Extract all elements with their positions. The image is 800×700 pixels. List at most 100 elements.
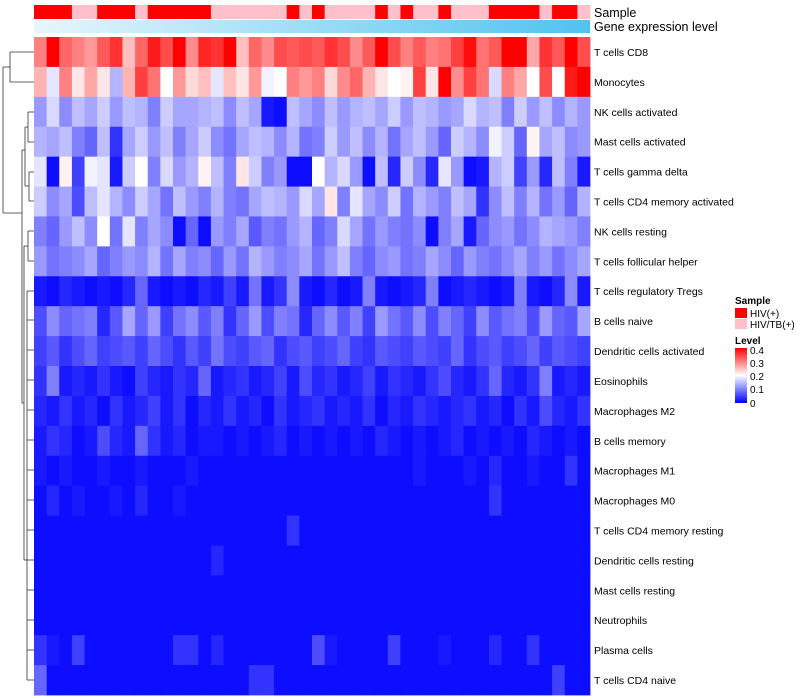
heatmap-cell	[286, 515, 300, 546]
heatmap-cell	[438, 96, 452, 128]
heatmap-cell	[526, 515, 540, 546]
heatmap-cell	[84, 306, 98, 337]
heatmap-cell	[438, 216, 452, 247]
row-label: T cells regulatory Tregs	[594, 286, 703, 298]
heatmap-cell	[526, 246, 540, 277]
heatmap-cell	[552, 66, 566, 98]
heatmap-cell	[463, 575, 477, 606]
heatmap-cell	[552, 425, 566, 457]
heatmap-cell	[488, 216, 502, 247]
heatmap-cell	[84, 635, 98, 666]
heatmap-cell	[387, 216, 401, 247]
heatmap-cell	[84, 336, 98, 367]
sample-annotation-cell	[160, 5, 174, 19]
heatmap-cell	[552, 605, 566, 636]
heatmap-cell	[185, 306, 199, 337]
heatmap-cell	[261, 665, 275, 696]
heatmap-cell	[514, 515, 528, 546]
heatmap-cell	[210, 545, 224, 576]
heatmap-cell	[109, 336, 123, 367]
heatmap-cell	[337, 455, 351, 487]
row-label: Macrophages M1	[594, 466, 675, 478]
heatmap-cell	[173, 336, 187, 367]
sample-annotation-cell	[400, 5, 414, 19]
row-dendrogram	[2, 51, 34, 681]
heatmap-cell	[362, 395, 376, 427]
heatmap-cell	[514, 96, 528, 128]
sample-annotation-cell	[236, 5, 250, 19]
heatmap-cell	[324, 216, 338, 247]
heatmap-cell	[501, 276, 515, 307]
heatmap-cell	[34, 455, 48, 487]
heatmap-cell	[198, 635, 212, 666]
heatmap-cell	[501, 485, 515, 516]
heatmap-cell	[400, 575, 414, 606]
legend-level-tick: 0.3	[750, 359, 764, 370]
heatmap-cell	[577, 455, 591, 487]
heatmap-cell	[198, 425, 212, 457]
heatmap-cell	[135, 96, 149, 128]
heatmap-cell	[349, 336, 363, 367]
heatmap-cell	[539, 665, 553, 696]
heatmap-cell	[438, 425, 452, 457]
heatmap-cell	[400, 37, 414, 68]
heatmap-cell	[514, 605, 528, 636]
heatmap-cell	[337, 66, 351, 98]
heatmap-cell	[564, 395, 578, 427]
heatmap-cell	[552, 96, 566, 128]
heatmap-cell	[400, 425, 414, 457]
heatmap-cell	[261, 66, 275, 98]
heatmap-cell	[337, 216, 351, 247]
heatmap-cell	[198, 336, 212, 367]
heatmap-cell	[198, 605, 212, 636]
heatmap-cell	[488, 635, 502, 666]
heatmap-cell	[514, 366, 528, 397]
sample-annotation-cell	[312, 5, 326, 19]
heatmap-cell	[236, 216, 250, 247]
row-labels: T cells CD8 Monocytes NK cells activated Ma…	[594, 47, 734, 687]
heatmap-cell	[97, 216, 111, 247]
heatmap-cell	[223, 156, 237, 187]
heatmap-cell	[337, 306, 351, 337]
heatmap-cell	[248, 37, 262, 68]
heatmap-cell	[147, 455, 161, 487]
heatmap-cell	[349, 186, 363, 217]
heatmap-cell	[337, 276, 351, 307]
heatmap-cell	[312, 306, 326, 337]
heatmap-cell	[97, 455, 111, 487]
heatmap-cell	[564, 96, 578, 128]
heatmap-cell	[223, 306, 237, 337]
heatmap-cell	[109, 66, 123, 98]
heatmap-cell	[564, 126, 578, 158]
heatmap-cell	[375, 455, 389, 487]
heatmap-cell	[248, 665, 262, 696]
heatmap-cell	[71, 455, 85, 487]
heatmap-cell	[109, 425, 123, 457]
heatmap-cell	[248, 545, 262, 576]
heatmap-cell	[160, 156, 174, 187]
heatmap-cell	[109, 455, 123, 487]
heatmap-cell	[577, 425, 591, 457]
heatmap-cell	[337, 545, 351, 576]
heatmap-cell	[552, 37, 566, 68]
legend-level-tick: 0.4	[750, 346, 764, 357]
heatmap-cells	[34, 37, 591, 696]
heatmap-cell	[135, 515, 149, 546]
heatmap-cell	[286, 66, 300, 98]
heatmap-cell	[488, 66, 502, 98]
heatmap-cell	[514, 66, 528, 98]
heatmap-cell	[97, 276, 111, 307]
heatmap-cell	[274, 126, 288, 158]
sample-annotation-cell	[286, 5, 300, 19]
heatmap-cell	[375, 306, 389, 337]
sample-annotation-cell	[488, 5, 502, 19]
heatmap-cell	[59, 545, 73, 576]
heatmap-cell	[324, 276, 338, 307]
heatmap-cell	[564, 186, 578, 217]
row-label: T cells CD8	[594, 47, 648, 59]
heatmap-cell	[387, 156, 401, 187]
heatmap-cell	[526, 665, 540, 696]
heatmap-cell	[173, 635, 187, 666]
heatmap-cell	[173, 425, 187, 457]
heatmap-cell	[122, 425, 136, 457]
